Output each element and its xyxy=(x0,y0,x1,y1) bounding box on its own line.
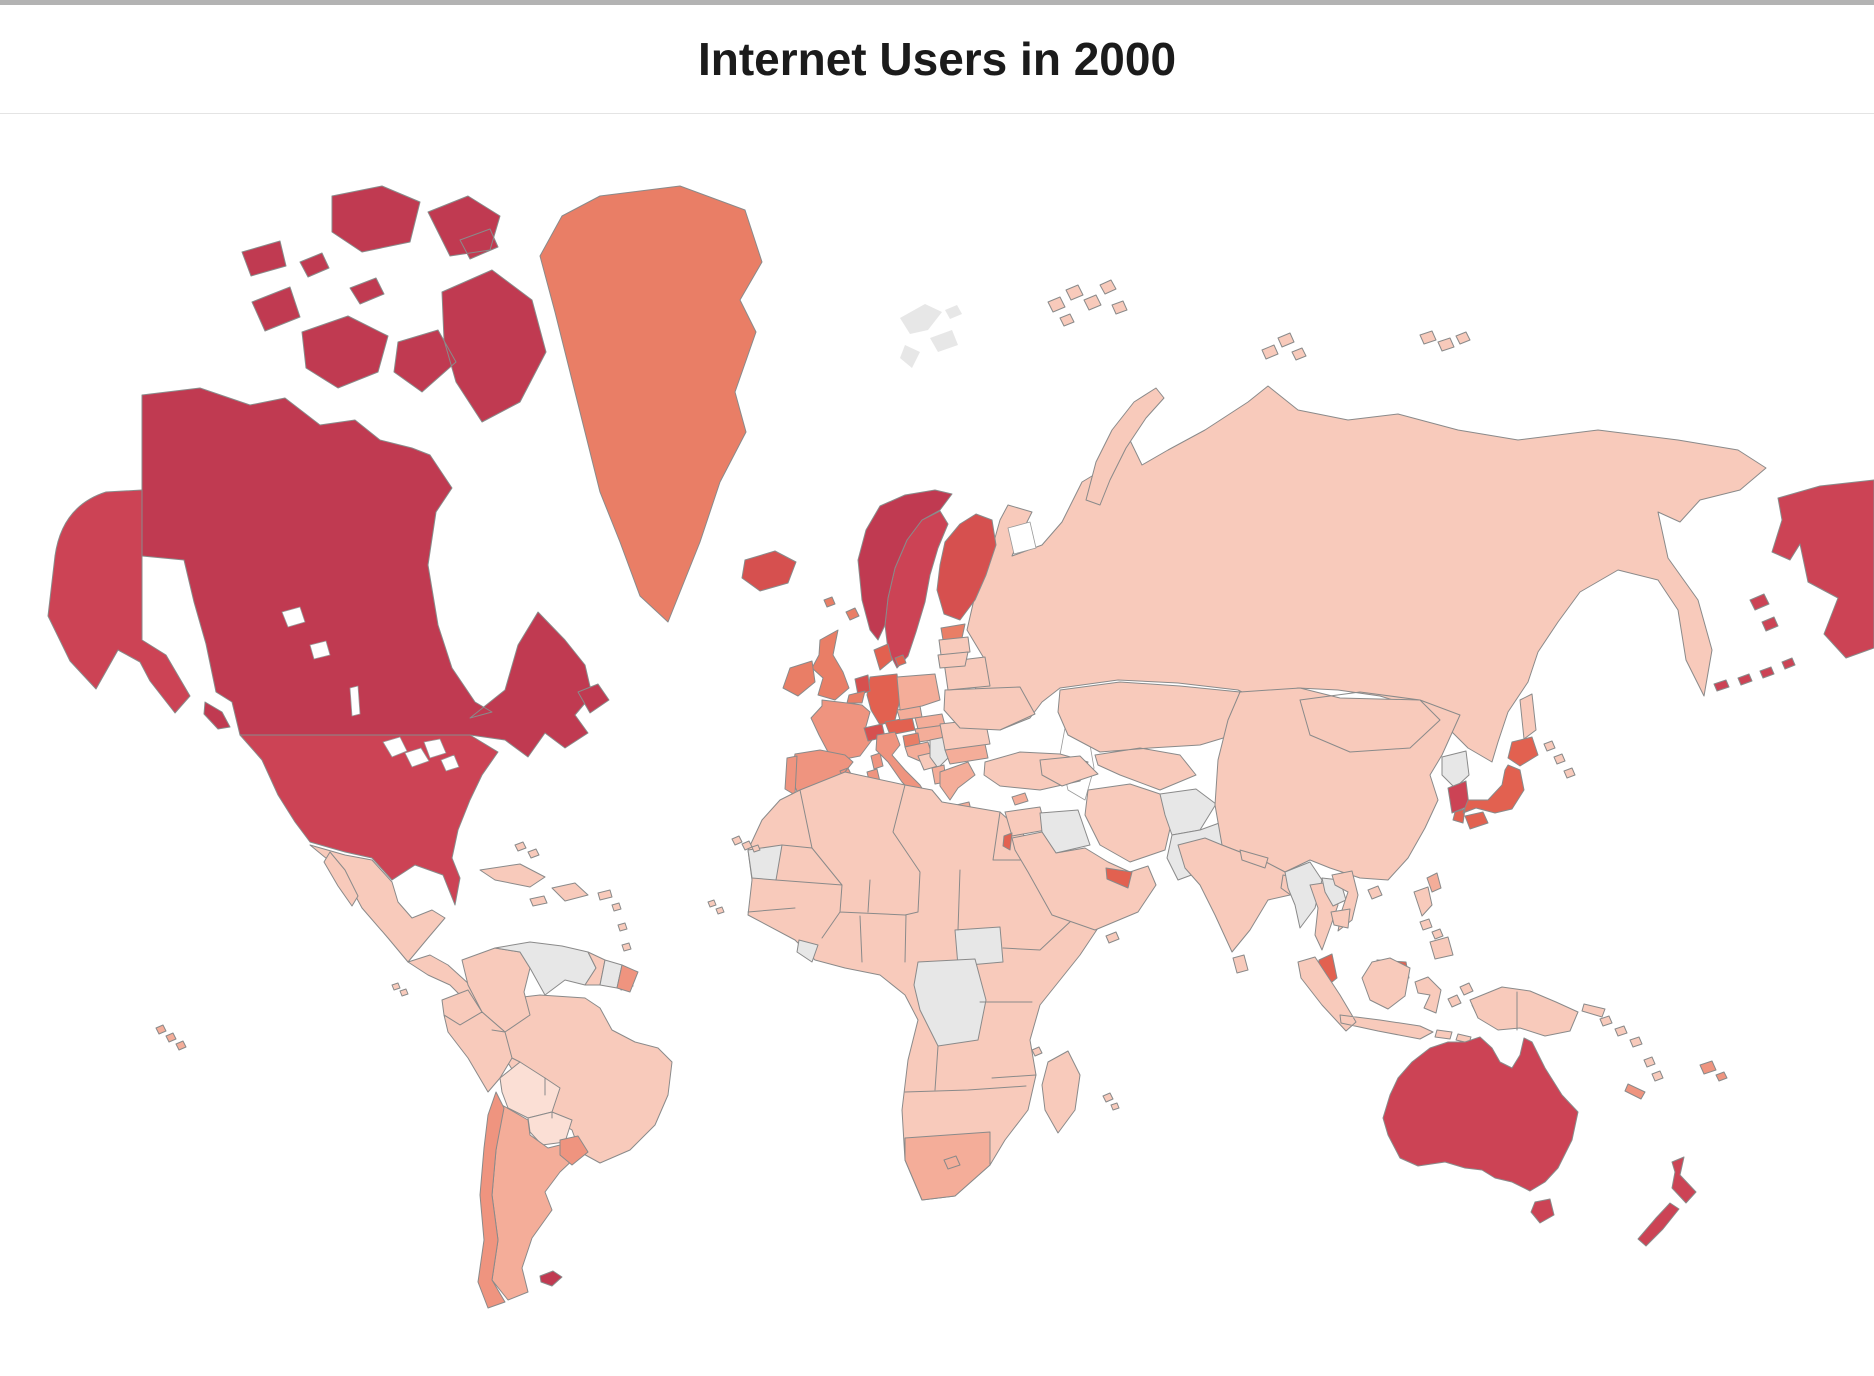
region-caucasus[interactable] xyxy=(1039,755,1099,787)
country-netherlands[interactable] xyxy=(854,674,871,696)
falkland-islands[interactable] xyxy=(539,1270,563,1287)
country-iran[interactable] xyxy=(1084,783,1173,863)
country-belgium[interactable] xyxy=(846,690,866,704)
continent-south-america xyxy=(441,941,673,1309)
country-united-kingdom[interactable] xyxy=(811,607,860,701)
country-nepal xyxy=(1239,849,1269,869)
sakhalin-island xyxy=(1519,693,1537,740)
country-lithuania[interactable] xyxy=(937,651,969,669)
header-divider xyxy=(0,113,1874,114)
russian-arctic-islands xyxy=(1261,330,1471,361)
country-dr-congo[interactable] xyxy=(913,958,987,1047)
region-arabian-peninsula[interactable] xyxy=(1011,831,1157,931)
novaya-zemlya xyxy=(1085,387,1165,506)
country-uruguay[interactable] xyxy=(559,1135,589,1166)
continent-europe xyxy=(782,279,1767,815)
africa-internal-borders xyxy=(747,784,1073,1093)
window-top-strip xyxy=(0,0,1874,5)
country-north-korea[interactable] xyxy=(1441,750,1470,789)
country-finland[interactable] xyxy=(936,513,997,621)
country-south-sudan[interactable] xyxy=(954,926,1004,967)
mexico-baja[interactable] xyxy=(323,851,359,907)
country-iraq[interactable] xyxy=(1039,809,1091,854)
country-liberia[interactable] xyxy=(796,939,819,963)
us-alaska-east-fragment[interactable] xyxy=(1771,479,1874,659)
country-cambodia[interactable] xyxy=(1330,908,1351,929)
country-iceland[interactable] xyxy=(741,550,797,592)
lake-winnipeg xyxy=(349,685,361,717)
svalbard xyxy=(900,304,962,368)
country-denmark[interactable] xyxy=(873,643,907,671)
country-japan[interactable] xyxy=(1452,736,1539,830)
franz-josef-land xyxy=(1047,279,1128,327)
indian-ocean-islands xyxy=(1031,931,1120,1111)
country-chile[interactable] xyxy=(477,1091,506,1309)
country-philippines[interactable] xyxy=(1413,886,1454,960)
kuril-islands xyxy=(1543,740,1576,779)
continent-africa xyxy=(707,771,1120,1201)
chart-header: Internet Users in 2000 xyxy=(0,5,1874,113)
island-new-guinea[interactable] xyxy=(1469,986,1606,1037)
great-lakes xyxy=(382,736,460,772)
country-madagascar[interactable] xyxy=(1041,1050,1081,1134)
country-vietnam[interactable] xyxy=(1331,870,1359,932)
country-united-states[interactable] xyxy=(239,734,499,906)
country-sri-lanka[interactable] xyxy=(1232,954,1249,974)
continent-oceania xyxy=(1382,1036,1697,1247)
hawaii-islands xyxy=(155,1024,187,1051)
country-greenland[interactable] xyxy=(539,185,763,623)
cape-verde xyxy=(707,899,725,915)
region-french-guiana[interactable] xyxy=(616,964,639,993)
faroe-islands xyxy=(823,596,836,608)
country-new-zealand[interactable] xyxy=(1637,1156,1697,1247)
continent-asia xyxy=(983,681,1728,1100)
region-caribbean[interactable] xyxy=(479,841,634,991)
pacific-islands xyxy=(1599,1015,1664,1082)
canada-arctic-islands[interactable] xyxy=(241,185,547,423)
country-cyprus xyxy=(1011,792,1029,806)
canada-vancouver-island[interactable] xyxy=(203,701,231,730)
country-south-africa[interactable] xyxy=(904,1131,991,1201)
new-caledonia xyxy=(1624,1083,1646,1100)
chart-title: Internet Users in 2000 xyxy=(697,33,1177,85)
country-ireland[interactable] xyxy=(782,660,816,697)
country-poland[interactable] xyxy=(896,673,941,711)
canada-newfoundland[interactable] xyxy=(577,683,610,714)
country-china[interactable] xyxy=(1214,687,1461,881)
country-ukraine[interactable] xyxy=(943,686,1036,731)
continent-north-america xyxy=(47,185,1874,1051)
region-levant[interactable] xyxy=(1004,806,1047,837)
country-portugal[interactable] xyxy=(784,755,798,796)
country-guyana[interactable] xyxy=(584,951,606,986)
country-peru[interactable] xyxy=(443,1011,513,1093)
country-germany[interactable] xyxy=(866,673,901,726)
aleutian-islands xyxy=(1713,593,1796,692)
country-australia[interactable] xyxy=(1382,1036,1579,1192)
country-israel[interactable] xyxy=(1002,832,1013,851)
great-bear-lakes xyxy=(281,606,331,660)
country-norway[interactable] xyxy=(857,489,953,641)
country-latvia[interactable] xyxy=(938,636,971,656)
country-taiwan[interactable] xyxy=(1426,872,1442,893)
white-sea xyxy=(1007,521,1037,555)
island-tasmania[interactable] xyxy=(1530,1198,1555,1224)
canary-islands xyxy=(731,835,761,853)
country-myanmar[interactable] xyxy=(1284,861,1323,929)
hainan-island xyxy=(1367,885,1383,900)
galapagos-islands xyxy=(391,982,409,997)
us-alaska[interactable] xyxy=(47,489,191,714)
mongolia-border xyxy=(1299,691,1441,753)
country-canada[interactable] xyxy=(141,387,593,758)
south-america-borders xyxy=(491,1029,553,1119)
country-uae[interactable] xyxy=(1105,867,1133,889)
country-fiji xyxy=(1699,1060,1728,1082)
